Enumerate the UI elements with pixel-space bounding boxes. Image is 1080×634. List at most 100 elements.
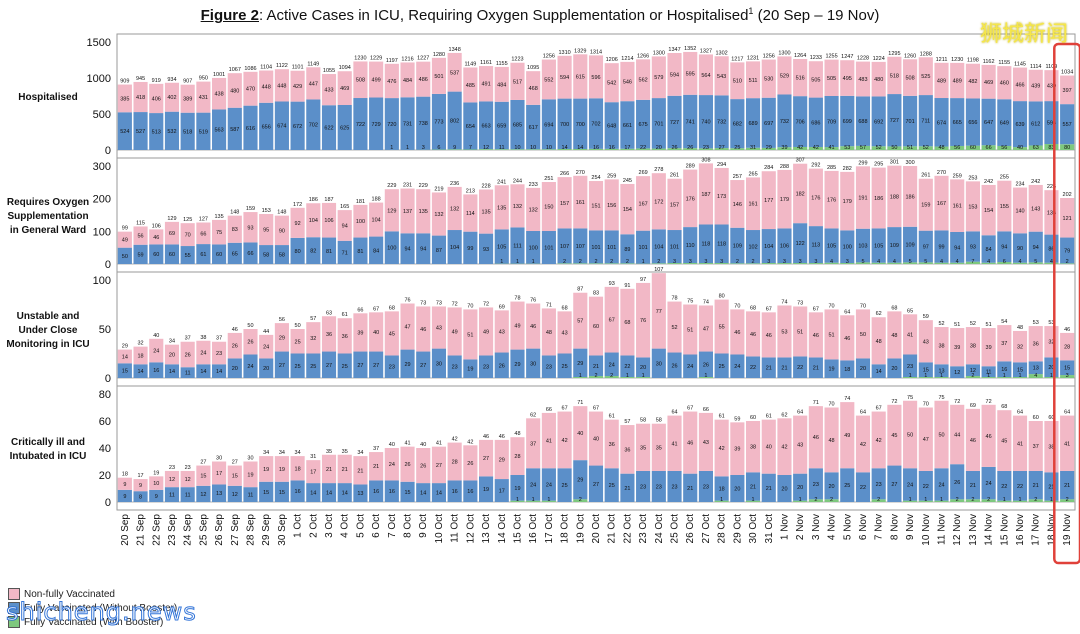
data-label-total: 69 <box>970 403 976 409</box>
data-label-total: 186 <box>309 197 318 203</box>
data-label-nonfully: 36 <box>624 447 630 453</box>
data-label-total: 27 <box>200 460 206 466</box>
data-label-total: 67 <box>593 406 599 412</box>
data-label-total: 1347 <box>668 47 680 53</box>
bar-fully <box>212 244 227 264</box>
panel-label: Hospitalised <box>18 92 77 103</box>
data-label-fully: 672 <box>293 124 302 130</box>
bar-fully <box>761 229 776 264</box>
data-label-nonfully: 41 <box>546 439 552 445</box>
data-label-nonfully: 23 <box>216 351 222 357</box>
data-label-total: 48 <box>1017 325 1023 331</box>
data-label-nonfully: 26 <box>420 464 426 470</box>
data-label-total: 242 <box>984 179 993 185</box>
bar-nonfully <box>1012 330 1028 363</box>
bar-nonfully <box>745 61 761 99</box>
data-label-total: 62 <box>530 412 536 418</box>
data-label-nonfully: 486 <box>419 77 428 83</box>
data-label-fully: 14 <box>216 369 222 375</box>
data-label-booster: 16 <box>609 145 615 151</box>
bar-nonfully <box>808 406 823 469</box>
x-tick-label: 7 Nov <box>874 514 885 540</box>
bar-nonfully <box>903 314 918 355</box>
data-label-fully: 25 <box>295 364 301 370</box>
data-label-total: 1300 <box>653 50 665 56</box>
data-label-total: 34 <box>279 450 285 456</box>
bar-fully <box>463 359 478 378</box>
data-label-fully: 14 <box>200 369 206 375</box>
data-label-total: 1300 <box>778 50 790 56</box>
data-label-booster: 10 <box>546 145 552 151</box>
data-label-nonfully: 51 <box>467 332 473 338</box>
data-label-nonfully: 38 <box>970 344 976 350</box>
data-label-total: 1149 <box>307 61 319 67</box>
bar-fully <box>164 111 180 150</box>
bar-fully <box>274 245 289 264</box>
data-label-booster: 2 <box>563 259 566 265</box>
data-label-nonfully: 17 <box>310 470 316 476</box>
data-label-total: 1155 <box>998 60 1010 66</box>
data-label-fully: 15 <box>1017 368 1023 374</box>
data-label-booster: 1 <box>642 259 645 265</box>
bar-nonfully <box>180 470 195 488</box>
data-label-total: 231 <box>403 183 412 189</box>
bar-fully <box>761 97 776 148</box>
bar-fully <box>117 363 132 378</box>
data-label-total: 1224 <box>873 56 885 62</box>
bar-nonfully <box>321 316 337 352</box>
data-label-total: 41 <box>404 441 410 447</box>
data-label-nonfully: 42 <box>562 438 568 444</box>
bar-nonfully <box>573 54 588 99</box>
data-label-fully: 729 <box>372 122 381 128</box>
bar-fully <box>934 230 949 263</box>
data-label-nonfully: 41 <box>1017 441 1023 447</box>
data-label-fully: 23 <box>389 365 395 371</box>
bar-fully <box>667 470 682 502</box>
data-label-nonfully: 579 <box>654 75 663 81</box>
data-label-total: 1233 <box>810 55 822 61</box>
bar-fully <box>714 353 729 378</box>
bar-fully <box>541 99 556 150</box>
data-label-booster: 4 <box>893 259 896 265</box>
bar-booster <box>840 263 855 264</box>
bar-fully <box>871 468 886 500</box>
data-label-total: 91 <box>624 283 630 289</box>
data-label-fully: 12 <box>232 492 238 498</box>
data-label-fully: 27 <box>279 363 285 369</box>
bar-fully <box>588 98 604 149</box>
data-label-total: 307 <box>796 158 805 164</box>
bar-fully <box>463 480 478 502</box>
data-label-total: 37 <box>185 336 191 342</box>
x-tick-label: 21 Oct <box>607 514 618 544</box>
x-tick-label: 27 Sep <box>230 514 241 546</box>
data-label-fully: 22 <box>750 365 756 371</box>
bar-fully <box>636 230 651 264</box>
bar-fully <box>384 480 399 502</box>
data-label-booster: 3 <box>422 145 425 151</box>
data-label-total: 251 <box>544 176 553 182</box>
data-label-nonfully: 10 <box>153 481 159 487</box>
data-label-nonfully: 39 <box>954 345 960 351</box>
data-label-fully: 15 <box>263 490 269 496</box>
data-label-fully: 105 <box>497 245 506 251</box>
data-label-nonfully: 469 <box>340 86 349 92</box>
bar-fully <box>855 96 871 146</box>
bar-fully <box>965 470 980 500</box>
bar-nonfully <box>777 418 792 475</box>
data-label-booster: 2 <box>1034 497 1037 503</box>
bar-fully <box>510 475 525 501</box>
data-label-nonfully: 42 <box>860 442 866 448</box>
data-label-total: 1223 <box>511 57 523 63</box>
data-label-total: 73 <box>420 300 426 306</box>
data-label-booster: 56 <box>954 145 960 151</box>
bar-nonfully <box>667 301 682 353</box>
bar-booster <box>761 263 776 264</box>
data-label-total: 266 <box>560 171 569 177</box>
bar-fully <box>1012 362 1028 378</box>
bar-nonfully <box>588 55 604 99</box>
data-label-nonfully: 167 <box>639 201 648 207</box>
bar-nonfully <box>1012 187 1028 234</box>
data-label-fully: 84 <box>373 248 379 254</box>
data-label-booster: 14 <box>577 145 583 151</box>
bar-booster <box>526 500 541 502</box>
